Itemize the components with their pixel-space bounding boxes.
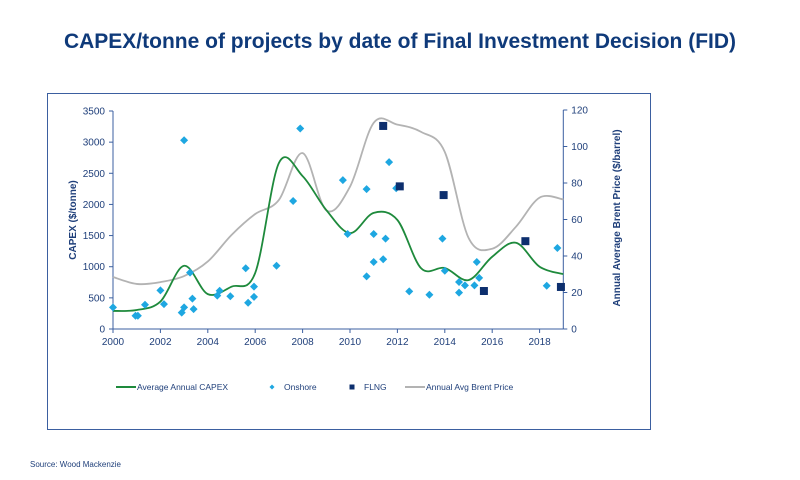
point-onshore	[379, 255, 388, 264]
x-tick-label: 2004	[197, 337, 220, 348]
legend-swatch-flng	[349, 384, 355, 390]
source-note: Source: Wood Mackenzie	[30, 460, 122, 469]
series-line-average-annual-capex	[112, 156, 564, 312]
y-tick-label: 2500	[83, 169, 106, 180]
y-tick-label: 1500	[83, 231, 106, 242]
point-onshore	[189, 305, 198, 314]
y2-tick-label: 0	[571, 325, 577, 336]
point-onshore	[440, 266, 449, 275]
point-flng	[439, 191, 448, 200]
x-tick-label: 2014	[434, 337, 457, 348]
y-tick-label: 3000	[83, 138, 106, 149]
y2-tick-label: 100	[571, 142, 588, 153]
point-onshore	[244, 298, 253, 307]
x-tick-label: 2012	[386, 337, 409, 348]
point-flng	[395, 182, 404, 191]
point-onshore	[159, 300, 168, 309]
point-onshore	[405, 287, 414, 296]
point-flng	[556, 282, 565, 291]
y-tick-label: 1000	[83, 262, 106, 273]
point-onshore	[455, 288, 464, 297]
x-tick-label: 2006	[244, 337, 267, 348]
point-onshore	[470, 281, 479, 290]
point-onshore	[542, 281, 551, 290]
point-onshore	[109, 303, 117, 312]
point-onshore	[438, 234, 447, 243]
point-flng	[479, 287, 488, 296]
y2-tick-label: 120	[571, 106, 588, 117]
point-onshore	[381, 234, 390, 243]
point-onshore	[250, 282, 259, 291]
point-onshore	[156, 286, 165, 295]
point-onshore	[362, 185, 371, 194]
x-tick-label: 2010	[339, 337, 362, 348]
point-onshore	[343, 230, 352, 239]
chart-frame	[47, 93, 651, 430]
point-onshore	[272, 261, 281, 270]
legend: Average Annual CAPEX Onshore FLNG Annual Av…	[116, 382, 514, 392]
legend-label-annual-avg-brent-price: Annual Avg Brent Price	[426, 382, 514, 392]
point-onshore	[133, 311, 142, 320]
point-onshore	[226, 292, 235, 301]
y2-tick-label: 60	[571, 215, 583, 226]
point-onshore	[289, 197, 298, 206]
point-onshore	[250, 292, 259, 301]
chart-title: CAPEX/tonne of projects by date of Final…	[63, 30, 737, 53]
x-tick-label: 2018	[528, 337, 551, 348]
point-onshore	[180, 303, 189, 312]
point-onshore	[186, 268, 195, 277]
point-onshore	[215, 286, 224, 295]
point-onshore	[188, 294, 197, 303]
point-onshore	[369, 230, 378, 239]
y-tick-label: 3500	[83, 107, 106, 118]
y-tick-label: 500	[88, 293, 105, 304]
point-onshore	[460, 281, 469, 290]
y2-tick-label: 20	[571, 288, 583, 299]
y-tick-label: 2000	[83, 200, 106, 211]
point-onshore	[241, 264, 250, 273]
point-onshore	[455, 277, 464, 286]
x-tick-label: 2016	[481, 337, 504, 348]
x-tick-label: 2000	[102, 337, 125, 348]
point-onshore	[553, 244, 562, 253]
point-onshore	[338, 176, 347, 185]
point-onshore	[140, 300, 149, 309]
point-onshore	[180, 136, 189, 145]
y-tick-label: 0	[99, 325, 105, 336]
legend-label-onshore: Onshore	[284, 382, 317, 392]
legend-swatch-onshore	[269, 384, 275, 390]
point-flng	[379, 121, 388, 130]
series-line-annual-avg-brent-price	[112, 117, 564, 286]
point-onshore	[296, 124, 305, 133]
legend-label-flng: FLNG	[364, 382, 387, 392]
y2-axis-label: Annual Average Brent Price ($/barrel)	[612, 129, 623, 306]
legend-label-average-annual-capex: Average Annual CAPEX	[137, 382, 228, 392]
x-tick-label: 2002	[149, 337, 172, 348]
y-axis-label: CAPEX ($/tonne)	[68, 180, 79, 259]
point-onshore	[362, 272, 371, 281]
y2-tick-label: 40	[571, 252, 583, 263]
x-tick-label: 2008	[291, 337, 314, 348]
point-onshore	[369, 258, 378, 267]
y2-tick-label: 80	[571, 179, 583, 190]
point-flng	[521, 237, 530, 246]
point-onshore	[425, 290, 434, 299]
point-onshore	[385, 158, 394, 167]
point-onshore	[472, 258, 481, 267]
point-onshore	[475, 273, 484, 282]
